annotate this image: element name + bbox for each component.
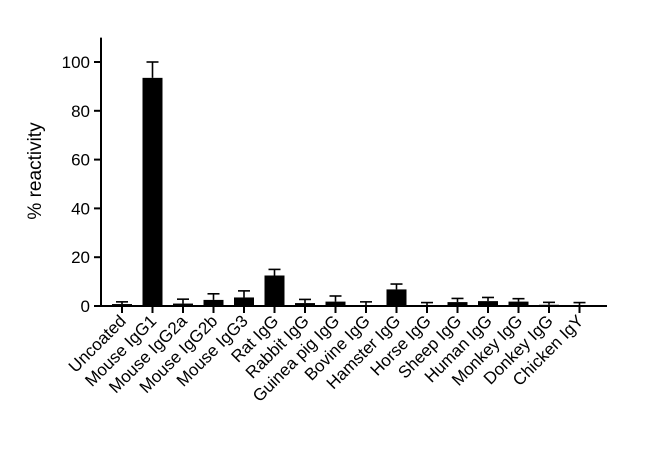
bar bbox=[142, 77, 163, 306]
bar bbox=[112, 304, 132, 306]
y-tick-label: 60 bbox=[71, 151, 90, 170]
bar bbox=[234, 297, 254, 306]
bar bbox=[325, 301, 346, 306]
y-tick-label: 0 bbox=[81, 297, 90, 316]
bar bbox=[539, 304, 559, 306]
y-tick-label: 40 bbox=[71, 199, 90, 218]
y-axis-title: % reactivity bbox=[25, 122, 46, 220]
bar bbox=[478, 301, 498, 306]
bar bbox=[386, 289, 407, 306]
bar bbox=[264, 275, 285, 306]
y-axis: 0 20 40 60 80 100 bbox=[62, 37, 102, 316]
y-tick-label: 20 bbox=[71, 248, 90, 267]
y-tick-label: 80 bbox=[71, 102, 90, 121]
bars bbox=[112, 77, 590, 306]
bar bbox=[417, 305, 437, 306]
y-tick-label: 100 bbox=[62, 53, 90, 72]
bar bbox=[295, 303, 315, 306]
bar bbox=[508, 301, 529, 306]
error-bars bbox=[116, 61, 586, 306]
bar bbox=[203, 299, 224, 306]
bar bbox=[447, 302, 468, 306]
bar bbox=[173, 303, 193, 306]
